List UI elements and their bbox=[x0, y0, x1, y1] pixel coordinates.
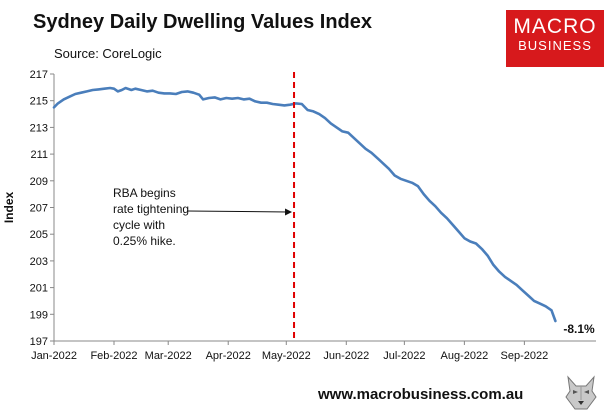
chart-axes: 197 199 201 203 205 207 209 211 213 215 217 Index Ja… bbox=[2, 69, 596, 362]
rba-arrow-head bbox=[285, 208, 293, 216]
x-tick-label: Jan-2022 bbox=[31, 350, 77, 362]
chart-series-layer bbox=[52, 86, 557, 323]
x-tick-label: May-2022 bbox=[262, 350, 311, 362]
y-tick-label: 205 bbox=[30, 229, 48, 241]
x-tick-label: Mar-2022 bbox=[145, 350, 192, 362]
chart-source: Source: CoreLogic bbox=[54, 46, 162, 61]
wolf-icon bbox=[565, 375, 597, 410]
rba-annotation-text: RBA begins bbox=[113, 186, 176, 200]
macrobusiness-logo: MACRO BUSINESS bbox=[506, 10, 604, 67]
series-line bbox=[52, 86, 557, 323]
rba-annotation-text: cycle with bbox=[113, 218, 165, 232]
x-tick-label: Jul-2022 bbox=[383, 350, 425, 362]
y-tick-label: 199 bbox=[30, 309, 48, 321]
x-tick-label: Apr-2022 bbox=[206, 350, 251, 362]
rba-arrow-line bbox=[186, 210, 289, 213]
x-tick-label: Sep-2022 bbox=[501, 350, 549, 362]
y-tick-label: 217 bbox=[30, 69, 48, 81]
chart-annotations: RBA begins rate tightening cycle with 0.25%… bbox=[113, 72, 595, 341]
x-tick-label: Feb-2022 bbox=[90, 350, 137, 362]
end-value-label: -8.1% bbox=[563, 322, 595, 336]
logo-line-2: BUSINESS bbox=[518, 38, 592, 53]
rba-annotation-text: 0.25% hike. bbox=[113, 234, 176, 248]
footer-url: www.macrobusiness.com.au bbox=[318, 386, 524, 403]
y-tick-label: 203 bbox=[30, 256, 48, 268]
y-tick-label: 215 bbox=[30, 96, 48, 108]
x-tick-label: Jun-2022 bbox=[323, 350, 369, 362]
chart-title: Sydney Daily Dwelling Values Index bbox=[33, 11, 373, 33]
y-tick-label: 207 bbox=[30, 203, 48, 215]
y-tick-label: 211 bbox=[30, 149, 48, 161]
y-axis-title: Index bbox=[2, 192, 16, 224]
x-tick-label: Aug-2022 bbox=[441, 350, 489, 362]
logo-line-1: MACRO bbox=[513, 15, 597, 38]
y-tick-label: 209 bbox=[30, 176, 48, 188]
y-tick-label: 201 bbox=[30, 283, 48, 295]
y-tick-label: 213 bbox=[30, 122, 48, 134]
rba-annotation-text: rate tightening bbox=[113, 202, 189, 216]
y-tick-label: 197 bbox=[30, 336, 48, 348]
